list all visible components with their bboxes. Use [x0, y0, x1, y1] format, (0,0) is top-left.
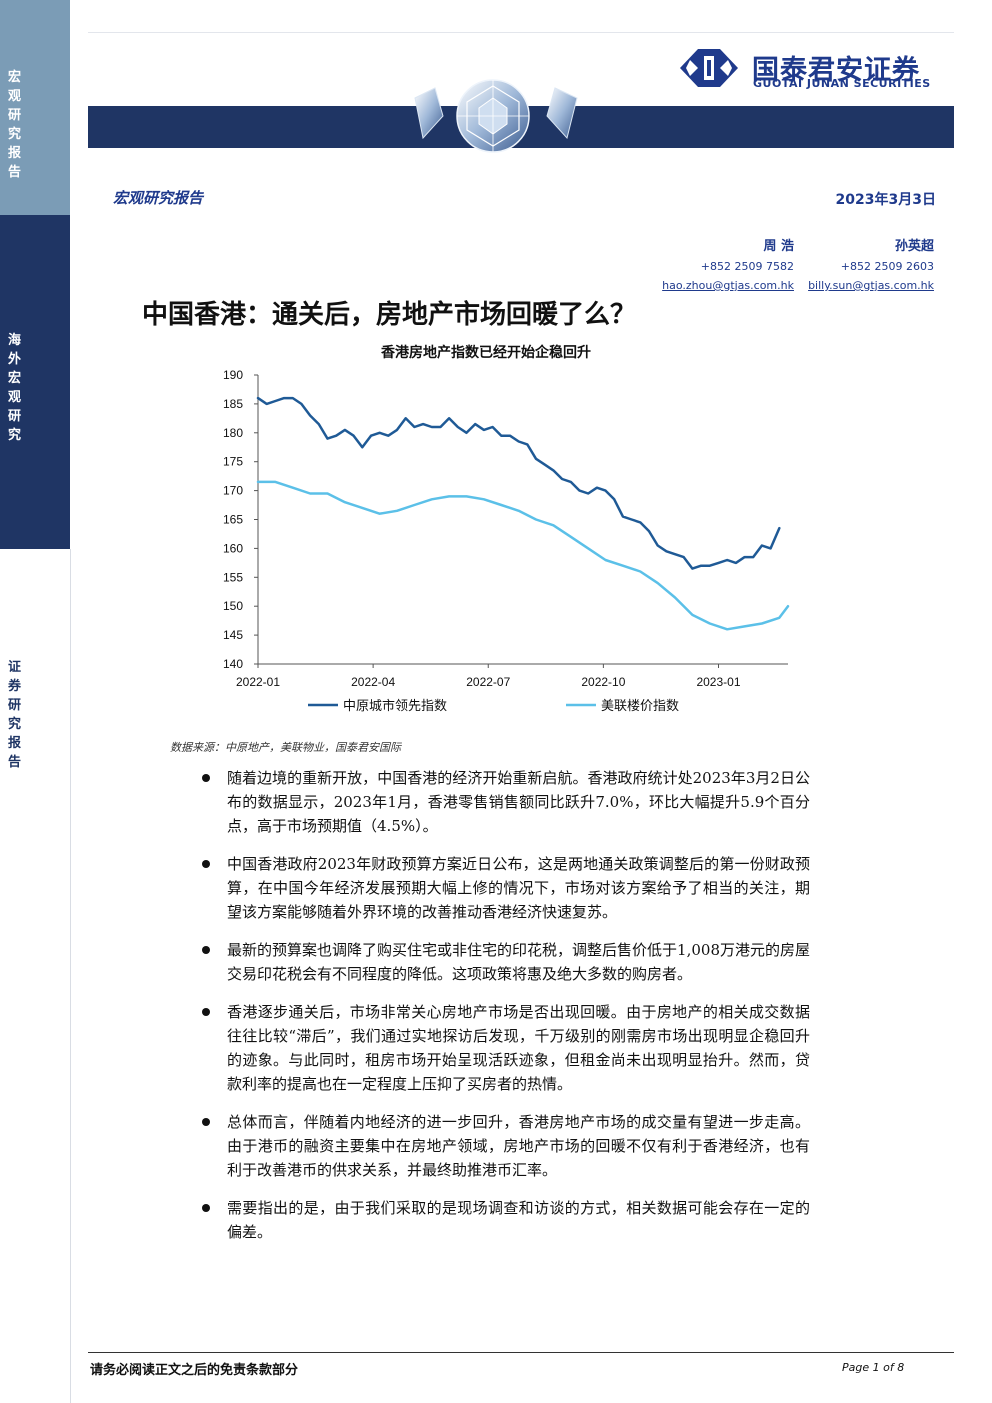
legend-label: 美联楼价指数 [601, 699, 679, 714]
report-type: 宏观研究报告 [113, 189, 204, 207]
brand-logo: 国泰君安证券 GUOTAI JUNAN SECURITIES [676, 46, 956, 92]
sidebar-section-macro: 宏观研究报告 [0, 0, 70, 215]
author-name: 孙英超 [894, 239, 934, 254]
brand-name-en: GUOTAI JUNAN SECURITIES [753, 77, 931, 90]
y-tick-label: 185 [223, 397, 243, 411]
y-tick-label: 140 [223, 657, 243, 671]
sidebar-label-securities: 证券研究报告 [8, 660, 22, 770]
author-name: 周 浩 [763, 239, 794, 254]
sidebar-section-securities: 证券研究报告 [0, 549, 71, 1403]
diamond-graphic-icon [414, 79, 578, 153]
sidebar: 宏观研究报告 海外宏观研究 证券研究报告 [0, 0, 71, 1403]
author-email-link[interactable]: hao.zhou@gtjas.com.hk [662, 279, 794, 292]
y-tick-label: 190 [223, 368, 243, 382]
bullet-list: 随着边境的重新开放，中国香港的经济开始重新启航。香港政府统计处2023年3月2日… [200, 766, 810, 1258]
page-title: 中国香港：通关后，房地产市场回暖了么？ [142, 300, 637, 330]
x-tick-label: 2022-07 [466, 675, 510, 689]
brand-name-cn: 国泰君安证券 [752, 55, 920, 86]
bullet-item: 香港逐步通关后，市场非常关心房地产市场是否出现回暖。由于房地产的相关成交数据往往… [200, 1000, 810, 1096]
bullet-item: 随着边境的重新开放，中国香港的经济开始重新启航。香港政府统计处2023年3月2日… [200, 766, 810, 838]
author-phone: +852 2509 2603 [840, 260, 934, 273]
author-phone: +852 2509 7582 [700, 260, 794, 273]
sidebar-section-overseas: 海外宏观研究 [0, 215, 70, 549]
y-tick-label: 170 [223, 484, 243, 498]
y-tick-label: 150 [223, 599, 243, 613]
x-tick-label: 2023-01 [696, 675, 740, 689]
x-tick-label: 2022-01 [236, 675, 280, 689]
y-tick-label: 155 [223, 570, 243, 584]
y-tick-label: 165 [223, 513, 243, 527]
chart-source: 数据来源：中原地产，美联物业，国泰君安国际 [170, 741, 401, 754]
legend-label: 中原城市领先指数 [343, 698, 447, 714]
sidebar-label-overseas: 海外宏观研究 [8, 333, 22, 443]
sidebar-label-macro: 宏观研究报告 [8, 70, 22, 180]
x-tick-label: 2022-10 [581, 675, 625, 689]
series-line-2 [256, 480, 790, 631]
header-rule [88, 32, 954, 33]
x-tick-label: 2022-04 [351, 675, 395, 689]
footer-rule [88, 1352, 954, 1353]
page-number: Page 1 of 8 [842, 1361, 905, 1374]
report-date: 2023年3月3日 [835, 192, 936, 208]
bullet-item: 中国香港政府2023年财政预算方案近日公布，这是两地通关政策调整后的第一份财政预… [200, 852, 810, 924]
footer-disclaimer: 请务必阅读正文之后的免责条款部分 [90, 1363, 299, 1378]
y-tick-label: 180 [223, 426, 243, 440]
bullet-item: 需要指出的是，由于我们采取的是现场调查和访谈的方式，相关数据可能会存在一定的偏差… [200, 1196, 810, 1244]
author-2: 孙英超 +852 2509 2603 billy.sun@gtjas.com.h… [808, 235, 934, 292]
author-1: 周 浩 +852 2509 7582 hao.zhou@gtjas.com.hk [662, 235, 794, 292]
series-line-1 [256, 396, 781, 570]
bullet-item: 总体而言，伴随着内地经济的进一步回升，香港房地产市场的成交量有望进一步走高。由于… [200, 1110, 810, 1182]
y-tick-label: 175 [223, 455, 243, 469]
line-chart: 190 185 180 175 170 165 160 155 150 145 140 2022-01… [223, 368, 790, 714]
y-tick-label: 145 [223, 628, 243, 642]
author-email-link[interactable]: billy.sun@gtjas.com.hk [808, 279, 934, 292]
bullet-item: 最新的预算案也调降了购买住宅或非住宅的印花税，调整后售价低于1,008万港元的房… [200, 938, 810, 986]
chart-title: 香港房地产指数已经开始企稳回升 [381, 345, 591, 361]
y-tick-label: 160 [223, 541, 243, 555]
brand-logo-icon [680, 49, 738, 87]
